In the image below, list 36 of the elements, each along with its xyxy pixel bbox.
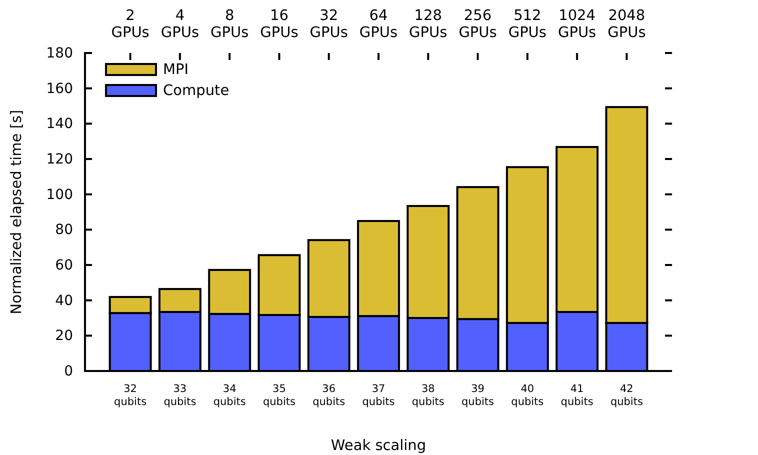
- legend-label: MPI: [163, 62, 189, 78]
- x-tick-label: 38 qubits: [412, 383, 444, 408]
- annotation: 4 GPUs: [160, 8, 200, 41]
- annotation: 128 GPUs: [409, 8, 448, 41]
- y-tick-label: 100: [46, 186, 73, 203]
- x-tick-label: 40 qubits: [511, 383, 544, 408]
- legend-label: Compute: [163, 83, 230, 99]
- y-tick-label: 0: [64, 363, 73, 380]
- y-tick-label: 120: [46, 151, 73, 168]
- y-axis-title: Normalized elapsed time [s]: [9, 110, 25, 314]
- x-tick-label: 35 qubits: [262, 383, 296, 408]
- x-tick-label: 33 qubits: [164, 383, 196, 408]
- x-tick-label: 41 qubits: [560, 383, 594, 408]
- annotation: 2048 GPUs: [608, 8, 646, 41]
- annotation: 64 GPUs: [359, 8, 398, 41]
- y-tick-label: 180: [46, 45, 73, 62]
- annotation: 16 GPUs: [260, 8, 298, 41]
- y-tick-label: 20: [55, 328, 73, 344]
- x-tick-label: 36 qubits: [312, 383, 346, 408]
- x-tick-label: 39 qubits: [462, 383, 494, 408]
- annotation: 256 GPUs: [458, 8, 497, 41]
- annotation: 8 GPUs: [210, 8, 249, 41]
- annotation: 1024 GPUs: [558, 8, 596, 41]
- x-tick-label: 42 qubits: [610, 383, 643, 408]
- annotation: 32 GPUs: [310, 8, 348, 41]
- x-tick-label: 32 qubits: [114, 383, 147, 408]
- y-tick-label: 80: [55, 222, 73, 238]
- y-tick-label: 40: [55, 292, 73, 309]
- x-tick-label: 37 qubits: [362, 383, 395, 408]
- y-tick-label: 60: [55, 257, 73, 274]
- y-tick-label: 160: [46, 80, 73, 97]
- y-tick-label: 140: [46, 116, 73, 132]
- x-axis-title: Weak scaling: [330, 438, 426, 454]
- annotation: 512 GPUs: [508, 8, 546, 41]
- annotation: 2 GPUs: [111, 8, 150, 41]
- x-tick-label: 34 qubits: [213, 383, 246, 408]
